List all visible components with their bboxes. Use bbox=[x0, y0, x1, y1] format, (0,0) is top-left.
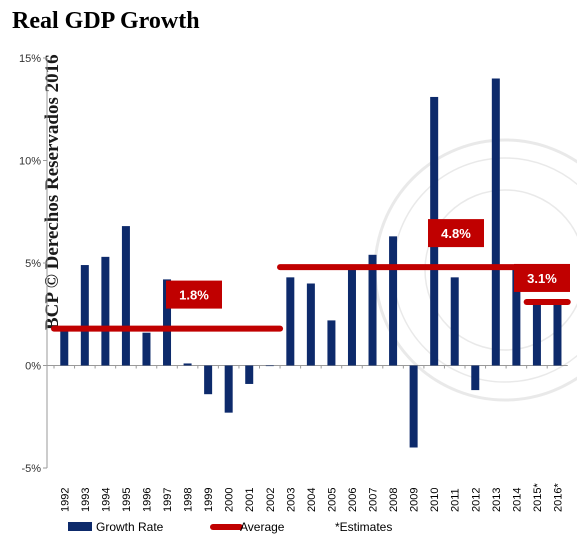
bar bbox=[224, 365, 233, 413]
legend-swatch-growth-rate bbox=[68, 522, 92, 531]
bar bbox=[491, 78, 500, 366]
x-tick-label: 2002 bbox=[265, 488, 277, 512]
bar bbox=[121, 226, 130, 366]
bar bbox=[60, 328, 69, 366]
legend: Growth Rate Average *Estimates bbox=[68, 520, 392, 534]
x-tick-label: 1996 bbox=[141, 488, 153, 512]
bar-series bbox=[60, 78, 562, 448]
average-lines: 1.8% 4.8% 3.1% bbox=[51, 219, 571, 332]
y-tick-label: -5% bbox=[21, 463, 41, 475]
bar bbox=[327, 320, 336, 366]
x-tick-label: 2005 bbox=[326, 488, 338, 512]
bar bbox=[532, 301, 541, 366]
x-tick-label: 2016* bbox=[552, 483, 564, 512]
average-badge bbox=[514, 263, 570, 292]
average-badge-label: 1.8% bbox=[179, 288, 209, 303]
bar bbox=[183, 363, 192, 366]
y-axis: -5% 0% 5% 10% 15% bbox=[19, 53, 568, 475]
x-axis-labels: 1992 1993 1994 1995 1996 1997 1998 1999 2000 2001… bbox=[53, 365, 564, 512]
bar bbox=[163, 279, 172, 366]
legend-label-growth-rate: Growth Rate bbox=[96, 520, 164, 534]
x-tick-label: 2009 bbox=[409, 488, 421, 512]
bar bbox=[245, 365, 254, 384]
x-tick-label: 2014 bbox=[511, 488, 523, 512]
x-tick-label: 1999 bbox=[203, 488, 215, 512]
x-tick-label: 1994 bbox=[100, 488, 112, 512]
legend-label-average: Average bbox=[240, 520, 285, 534]
bar bbox=[512, 267, 521, 366]
x-tick-label: 2006 bbox=[347, 488, 359, 512]
bar bbox=[368, 254, 377, 366]
bar bbox=[80, 265, 89, 366]
x-tick-label: 2010 bbox=[429, 488, 441, 512]
bar bbox=[204, 365, 213, 395]
x-tick-label: 2012 bbox=[470, 488, 482, 512]
y-tick-label: 5% bbox=[25, 258, 41, 270]
y-tick-label: 0% bbox=[25, 361, 41, 373]
x-tick-label: 2004 bbox=[306, 488, 318, 512]
average-badge-label: 3.1% bbox=[527, 271, 557, 286]
x-tick-label: 2003 bbox=[285, 488, 297, 512]
x-tick-label: 2011 bbox=[450, 488, 462, 512]
x-tick-label: 2013 bbox=[491, 488, 503, 512]
x-tick-label: 1997 bbox=[162, 488, 174, 512]
bar bbox=[553, 304, 562, 366]
bar bbox=[306, 283, 315, 366]
x-tick-label: 2001 bbox=[244, 488, 256, 512]
y-tick-label: 10% bbox=[19, 156, 41, 168]
x-tick-label: 1995 bbox=[121, 488, 133, 512]
bar bbox=[101, 256, 110, 366]
average-badge bbox=[166, 280, 222, 309]
chart-title: Real GDP Growth bbox=[12, 8, 200, 34]
bar bbox=[409, 365, 418, 448]
average-badge-label: 4.8% bbox=[441, 226, 471, 241]
bar bbox=[471, 365, 480, 391]
bar bbox=[286, 277, 295, 366]
bar bbox=[450, 277, 459, 366]
x-tick-label: 2015* bbox=[532, 483, 544, 512]
legend-label-estimates: *Estimates bbox=[335, 520, 392, 534]
x-tick-label: 2000 bbox=[224, 488, 236, 512]
x-tick-label: 2007 bbox=[368, 488, 380, 512]
x-tick-label: 2008 bbox=[388, 488, 400, 512]
average-badge bbox=[428, 219, 484, 248]
y-tick-label: 15% bbox=[19, 53, 41, 65]
bar bbox=[347, 267, 356, 366]
bar bbox=[142, 332, 151, 366]
bar bbox=[265, 365, 274, 367]
x-tick-label: 1998 bbox=[183, 488, 195, 512]
x-tick-label: 1993 bbox=[80, 488, 92, 512]
x-tick-label: 1992 bbox=[59, 488, 71, 512]
bar bbox=[389, 236, 398, 366]
